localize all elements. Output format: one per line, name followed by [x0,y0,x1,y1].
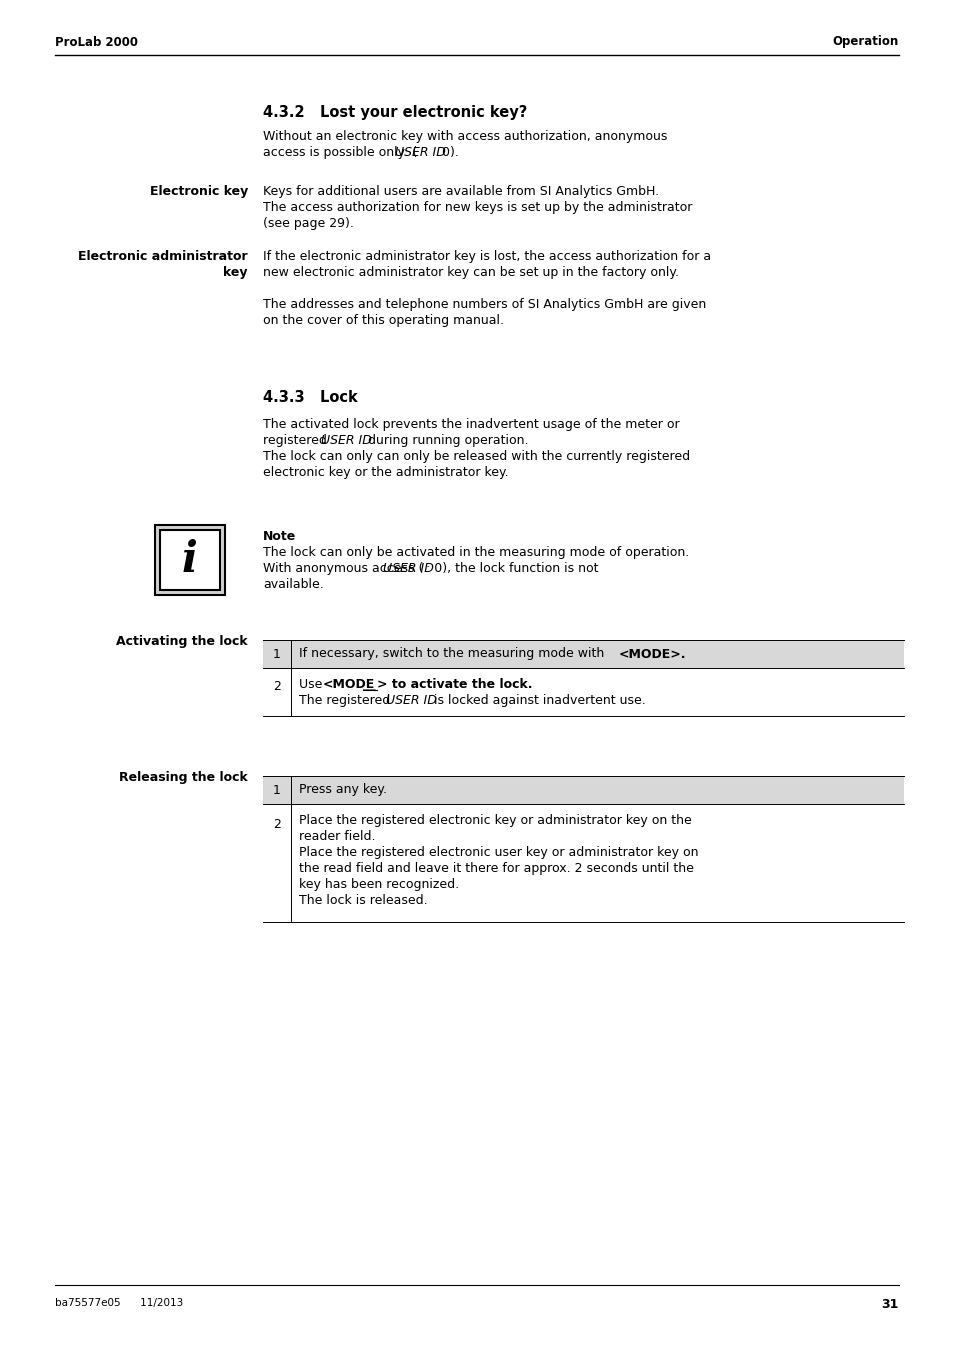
Text: 4.3.2   Lost your electronic key?: 4.3.2 Lost your electronic key? [263,105,527,120]
Text: The addresses and telephone numbers of SI Analytics GmbH are given: The addresses and telephone numbers of S… [263,298,705,311]
Bar [263,776,903,805]
Text: The access authorization for new keys is set up by the administrator: The access authorization for new keys is… [263,201,692,215]
Text: Press any key.: Press any key. [298,783,387,796]
Text: The lock can only be activated in the measuring mode of operation.: The lock can only be activated in the me… [263,545,688,559]
Text: Without an electronic key with access authorization, anonymous: Without an electronic key with access au… [263,130,667,143]
Bar [263,668,903,716]
Text: electronic key or the administrator key.: electronic key or the administrator key. [263,466,508,479]
Text: USER ID: USER ID [395,146,445,159]
Text: Keys for additional users are available from SI Analytics GmbH.: Keys for additional users are available … [263,185,659,198]
Text: With anonymous access (: With anonymous access ( [263,562,423,575]
Text: <MODE>.: <MODE>. [618,648,686,660]
Bar [160,531,220,590]
Text: Electronic key: Electronic key [150,185,248,198]
Text: Electronic administrator: Electronic administrator [78,250,248,263]
Text: Place the registered electronic user key or administrator key on: Place the registered electronic user key… [298,846,698,859]
Text: USER ID: USER ID [320,433,372,447]
Text: 4.3.3   Lock: 4.3.3 Lock [263,390,357,405]
Text: reader field.: reader field. [298,830,375,842]
Bar [263,640,903,668]
Text: : 0), the lock function is not: : 0), the lock function is not [426,562,598,575]
Text: __: __ [363,678,375,691]
Text: The lock can only can only be released with the currently registered: The lock can only can only be released w… [263,450,689,463]
Text: 2: 2 [273,818,280,830]
Text: i: i [182,539,197,580]
Text: The lock is released.: The lock is released. [298,894,427,907]
Text: 0).: 0). [437,146,458,159]
Text: (see page 29).: (see page 29). [263,217,354,230]
Text: on the cover of this operating manual.: on the cover of this operating manual. [263,315,503,327]
Text: Releasing the lock: Releasing the lock [119,771,248,784]
Text: registered: registered [263,433,331,447]
Text: Note: Note [263,531,296,543]
Text: ProLab 2000: ProLab 2000 [55,35,138,49]
Text: USER ID: USER ID [382,562,434,575]
Text: during running operation.: during running operation. [364,433,528,447]
Text: 2: 2 [273,679,280,693]
Bar [263,805,903,922]
Bar [154,525,225,595]
Text: If necessary, switch to the measuring mode with: If necessary, switch to the measuring mo… [298,648,608,660]
Text: > to activate the lock.: > to activate the lock. [376,678,532,691]
Text: Activating the lock: Activating the lock [116,634,248,648]
Text: The registered: The registered [298,694,394,707]
Text: ba75577e05      11/2013: ba75577e05 11/2013 [55,1297,183,1308]
Text: the read field and leave it there for approx. 2 seconds until the: the read field and leave it there for ap… [298,863,693,875]
Text: Use: Use [298,678,326,691]
Text: Operation: Operation [832,35,898,49]
Text: is locked against inadvertent use.: is locked against inadvertent use. [430,694,645,707]
Text: If the electronic administrator key is lost, the access authorization for a: If the electronic administrator key is l… [263,250,710,263]
Text: <MODE: <MODE [323,678,375,691]
Text: The activated lock prevents the inadvertent usage of the meter or: The activated lock prevents the inadvert… [263,418,679,431]
Text: Place the registered electronic key or administrator key on the: Place the registered electronic key or a… [298,814,691,828]
Text: USER ID: USER ID [386,694,436,707]
Text: 31: 31 [881,1297,898,1311]
Text: new electronic administrator key can be set up in the factory only.: new electronic administrator key can be … [263,266,679,279]
Text: key: key [223,266,248,279]
Text: access is possible only: (: access is possible only: ( [263,146,416,159]
Text: available.: available. [263,578,323,591]
Text: 1: 1 [273,783,280,796]
Text: key has been recognized.: key has been recognized. [298,878,458,891]
Text: 1: 1 [273,648,280,660]
